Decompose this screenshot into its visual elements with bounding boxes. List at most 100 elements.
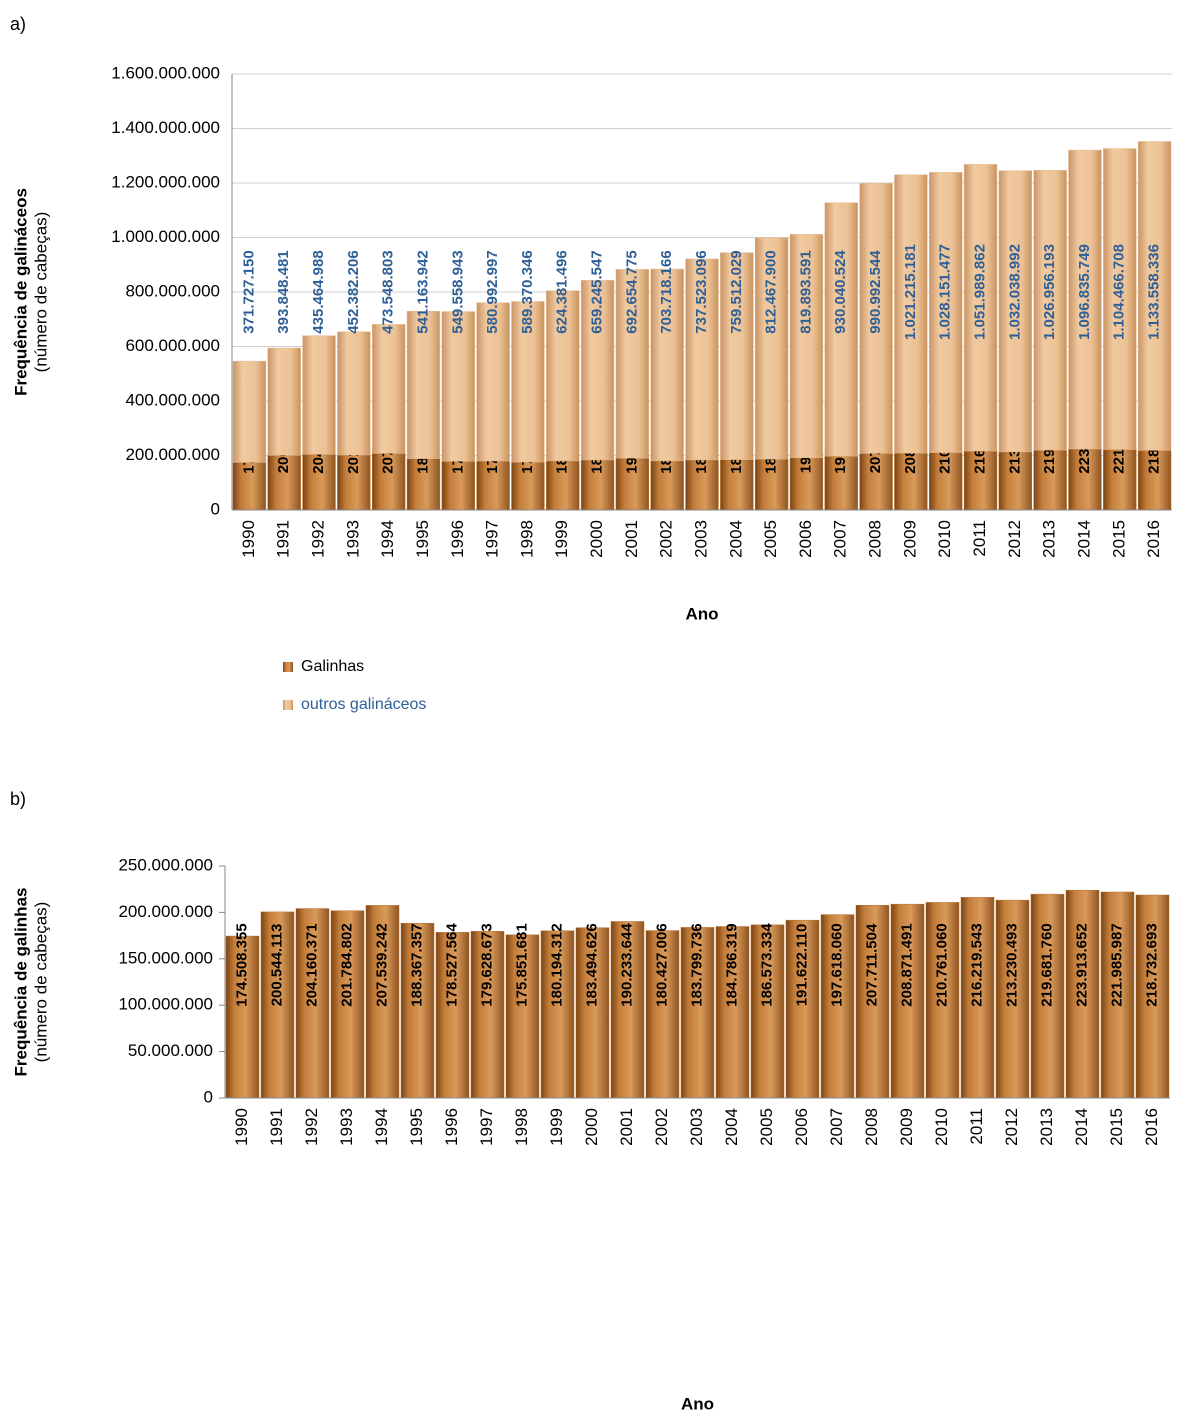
bar bbox=[610, 921, 645, 1099]
x-tick-label: 2012 bbox=[1002, 1108, 1021, 1146]
bar bbox=[406, 310, 441, 459]
bar bbox=[1065, 889, 1100, 1099]
x-tick-label: 2016 bbox=[1144, 520, 1163, 558]
value-label: 186.573.334 bbox=[758, 923, 775, 1007]
value-label: 549.558.943 bbox=[449, 250, 466, 333]
value-label: 1.051.989.862 bbox=[971, 244, 988, 340]
y-tick-label: 50.000.000 bbox=[128, 1041, 213, 1060]
y-tick-label: 1.600.000.000 bbox=[111, 63, 220, 82]
value-label: 175.851.681 bbox=[513, 923, 530, 1006]
y-tick-label: 1.400.000.000 bbox=[111, 118, 220, 137]
x-tick-label: 1992 bbox=[309, 520, 328, 558]
x-tick-label: 1993 bbox=[337, 1108, 356, 1146]
bar bbox=[650, 460, 684, 511]
value-label: 990.992.544 bbox=[867, 250, 884, 334]
value-label: 201.784.802 bbox=[338, 923, 355, 1006]
x-tick-label: 1999 bbox=[552, 520, 571, 558]
bar bbox=[1068, 149, 1102, 450]
x-tick-label: 2011 bbox=[970, 520, 989, 557]
bar bbox=[855, 904, 890, 1099]
bar bbox=[720, 459, 754, 511]
bar bbox=[1137, 141, 1172, 451]
value-label: 1.096.835.749 bbox=[1076, 244, 1093, 340]
value-label: 207.711.504 bbox=[863, 923, 880, 1006]
value-label: 703.718.166 bbox=[658, 250, 675, 333]
y-tick-label: 800.000.000 bbox=[125, 281, 220, 300]
panel-label: b) bbox=[10, 789, 26, 809]
value-label: 197.618.060 bbox=[828, 923, 845, 1006]
value-label: 221.985.987 bbox=[1108, 923, 1125, 1006]
bar bbox=[441, 461, 475, 511]
bar bbox=[998, 170, 1032, 453]
bar bbox=[330, 910, 365, 1099]
x-tick-label: 2005 bbox=[761, 520, 780, 558]
bar bbox=[785, 919, 820, 1099]
bar bbox=[580, 280, 615, 461]
x-tick-label: 2001 bbox=[617, 1108, 636, 1146]
bar bbox=[715, 926, 750, 1099]
x-tick-label: 2010 bbox=[932, 1108, 951, 1146]
x-tick-label: 2008 bbox=[862, 1108, 881, 1146]
x-tick-label: 2000 bbox=[587, 520, 606, 558]
x-tick-label: 2015 bbox=[1107, 1108, 1126, 1146]
x-tick-label: 2007 bbox=[827, 1108, 846, 1146]
bar bbox=[546, 290, 580, 462]
x-tick-label: 2015 bbox=[1109, 520, 1128, 558]
legend-swatch bbox=[283, 662, 293, 672]
bar bbox=[232, 462, 267, 511]
x-tick-label: 1998 bbox=[512, 1108, 531, 1146]
bar bbox=[337, 454, 371, 511]
value-label: 216.219.543 bbox=[968, 923, 985, 1006]
value-label: 580.992.997 bbox=[484, 250, 501, 333]
bar bbox=[998, 451, 1032, 511]
x-tick-label: 1994 bbox=[378, 520, 397, 558]
bar bbox=[372, 324, 406, 454]
value-label: 659.245.547 bbox=[589, 250, 606, 333]
value-label: 191.622.110 bbox=[793, 924, 810, 1007]
x-tick-label: 2003 bbox=[691, 520, 710, 558]
bar bbox=[894, 452, 928, 511]
x-tick-label: 2005 bbox=[757, 1108, 776, 1146]
bar bbox=[580, 459, 615, 511]
value-label: 692.654.775 bbox=[623, 250, 640, 333]
value-label: 200.544.113 bbox=[268, 924, 285, 1007]
value-label: 190.233.644 bbox=[618, 923, 635, 1007]
x-axis-title: Ano bbox=[681, 1394, 714, 1413]
bar bbox=[1135, 894, 1170, 1099]
bar bbox=[1103, 148, 1137, 450]
value-label: 1.021.215.181 bbox=[902, 244, 919, 340]
x-tick-label: 1991 bbox=[267, 1108, 286, 1146]
x-tick-label: 2002 bbox=[657, 520, 676, 558]
bar bbox=[890, 903, 925, 1099]
value-label: 393.848.481 bbox=[275, 250, 292, 333]
x-tick-label: 1990 bbox=[239, 520, 258, 558]
bar bbox=[546, 460, 580, 511]
bar bbox=[295, 908, 330, 1099]
bar bbox=[365, 905, 400, 1099]
value-label: 204.160.371 bbox=[303, 923, 320, 1006]
x-tick-label: 2011 bbox=[967, 1108, 986, 1145]
legend-swatch bbox=[283, 700, 293, 710]
bar bbox=[929, 172, 963, 453]
y-tick-label: 200.000.000 bbox=[125, 445, 220, 464]
bar bbox=[267, 455, 301, 511]
x-tick-label: 2007 bbox=[831, 520, 850, 558]
x-tick-label: 2000 bbox=[582, 1108, 601, 1146]
value-label: 1.026.956.193 bbox=[1041, 244, 1058, 340]
x-tick-label: 2014 bbox=[1074, 520, 1093, 558]
value-label: 1.028.151.477 bbox=[937, 244, 954, 340]
value-label: 1.104.466.708 bbox=[1111, 244, 1128, 340]
value-label: 737.523.096 bbox=[693, 250, 710, 333]
bar bbox=[505, 934, 540, 1099]
y-tick-label: 200.000.000 bbox=[118, 902, 213, 921]
bar bbox=[302, 454, 336, 511]
value-label: 178.527.564 bbox=[443, 923, 460, 1007]
bar bbox=[337, 331, 371, 456]
bar bbox=[476, 302, 510, 462]
bar bbox=[750, 924, 785, 1099]
bar bbox=[1068, 448, 1102, 511]
bar bbox=[720, 252, 754, 460]
bar bbox=[963, 164, 998, 452]
bar bbox=[963, 450, 998, 511]
